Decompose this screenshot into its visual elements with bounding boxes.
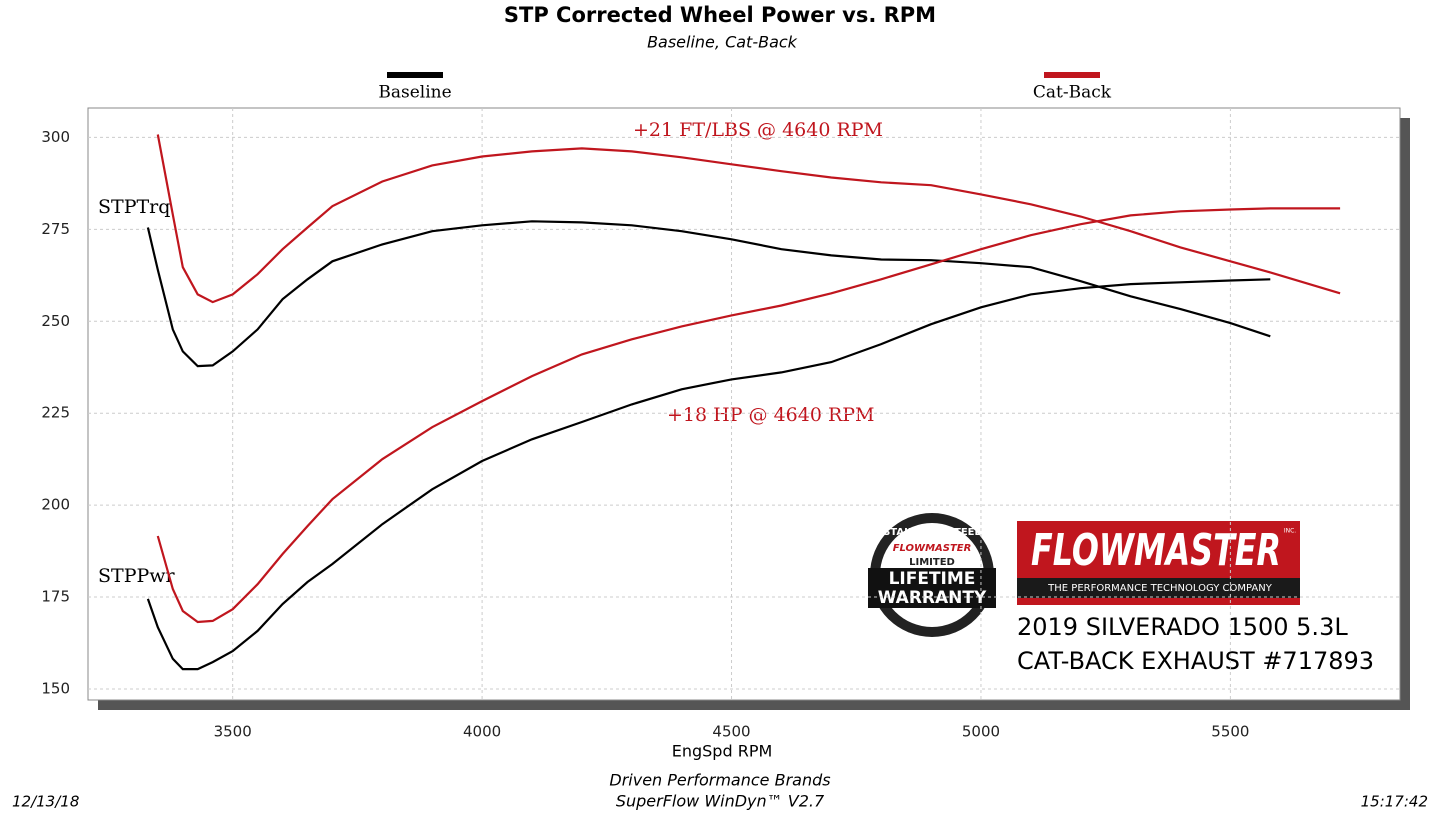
badge-band [868, 568, 996, 608]
x-tick-label: 3500 [214, 723, 252, 741]
caption: CAT-BACK EXHAUST #717893 [1017, 647, 1374, 675]
x-tick-label: 4000 [463, 723, 501, 741]
chart-subtitle: Baseline, Cat-Back [647, 33, 798, 52]
y-tick-label: 300 [41, 128, 70, 146]
footer-date: 12/13/18 [12, 793, 79, 811]
y-tick-label: 250 [41, 312, 70, 330]
curve-label: STPPwr [98, 565, 176, 587]
warranty-badge: STAINLESS STEEL FLOWMASTER LIMITED LIFET… [868, 513, 996, 637]
curve-label: STPTrq [98, 196, 170, 218]
footer-software: SuperFlow WinDyn™ V2.7 [616, 792, 825, 811]
caption: 2019 SILVERADO 1500 5.3L [1017, 613, 1348, 641]
annotation: +21 FT/LBS @ 4640 RPM [633, 119, 883, 141]
logo-text: INC. [1284, 528, 1296, 535]
x-tick-label: 5500 [1211, 723, 1249, 741]
logo-tagline: THE PERFORMANCE TECHNOLOGY COMPANY [1047, 583, 1273, 594]
chart-title: STP Corrected Wheel Power vs. RPM [504, 3, 936, 27]
y-tick-label: 200 [41, 496, 70, 514]
badge-text: FLOWMASTER [893, 543, 972, 554]
x-axis-label: EngSpd RPM [672, 742, 773, 761]
footer-company: Driven Performance Brands [609, 771, 830, 790]
badge-text: LIMITED [909, 557, 955, 568]
badge-text: LIFETIME [889, 569, 976, 589]
legend-label: Baseline [378, 83, 451, 103]
x-tick-label: 5000 [962, 723, 1000, 741]
y-tick-label: 150 [41, 679, 70, 697]
badge-text: STAINLESS STEEL [883, 527, 981, 538]
y-tick-label: 225 [41, 404, 70, 422]
torque-line [146, 220, 1271, 368]
footer-time: 15:17:42 [1361, 793, 1428, 811]
annotation: +18 HP @ 4640 RPM [667, 404, 875, 426]
power-line [156, 207, 1341, 624]
logo-text: FLOWMASTER [1031, 525, 1281, 576]
y-tick-label: 275 [41, 220, 70, 238]
power-line [146, 278, 1271, 671]
x-tick-label: 4500 [712, 723, 750, 741]
flowmaster-logo: FLOWMASTER INC. THE PERFORMANCE TECHNOLO… [1017, 521, 1300, 605]
logo-band [1017, 578, 1300, 598]
y-tick-label: 175 [41, 588, 70, 606]
legend-label: Cat-Back [1033, 83, 1112, 103]
torque-line [156, 134, 1341, 304]
badge-text: WARRANTY [878, 588, 987, 608]
